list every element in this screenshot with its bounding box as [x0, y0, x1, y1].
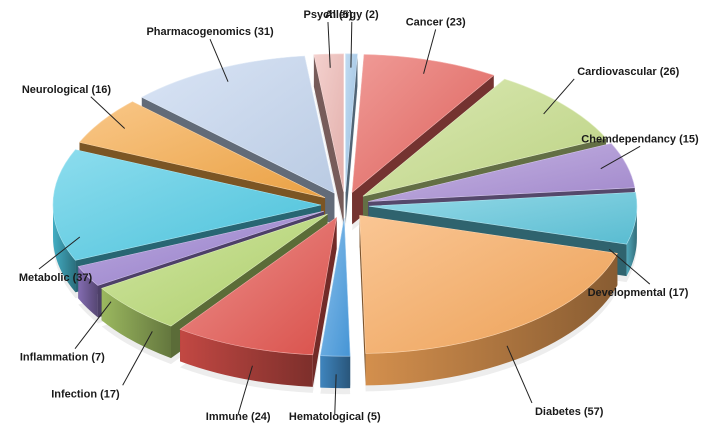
- slice-top: [351, 54, 495, 194]
- slice-psych: [313, 53, 344, 224]
- slice-wall: [313, 54, 344, 224]
- slice-labels: Allergy (2) Cancer (23) Cardiovascular (26…: [19, 9, 699, 423]
- slice-label-cancer: Cancer (23): [406, 16, 466, 28]
- slice-top: [313, 53, 344, 192]
- leader-line-cardiovascular: [543, 78, 575, 115]
- slice-side: [78, 266, 98, 318]
- leader-line-diabetes: [506, 345, 533, 404]
- slice-label-immune: Immune (24): [206, 411, 271, 423]
- slice-label-cardiovascular: Cardiovascular (26): [577, 66, 679, 78]
- slice-top: [141, 55, 335, 194]
- leader-line-neurological: [90, 96, 126, 129]
- slice-label-inflammation: Inflammation (7): [20, 352, 105, 364]
- slice-label-pharmacogenomics: Pharmacogenomics (31): [146, 26, 273, 38]
- slice-side: [365, 253, 618, 386]
- leader-line-immune: [237, 365, 253, 415]
- slice-wall: [345, 53, 358, 224]
- slice-top: [52, 149, 322, 261]
- slice-side: [101, 288, 172, 359]
- slice-top: [78, 101, 326, 198]
- leader-line-psych: [327, 22, 331, 68]
- slice-label-metabolic: Metabolic (37): [19, 272, 93, 284]
- slice-wall: [312, 217, 337, 387]
- leader-line-infection: [122, 331, 153, 386]
- slice-label-chemdependancy: Chemdependancy (15): [581, 133, 699, 145]
- slice-label-neurological: Neurological (16): [22, 84, 112, 96]
- leader-line-inflammation: [74, 301, 112, 349]
- slice-wall: [359, 215, 366, 386]
- slice-top: [179, 216, 338, 356]
- slice-top: [359, 215, 618, 354]
- leader-line-developmental: [608, 248, 651, 285]
- leader-line-allergy: [350, 21, 353, 68]
- slice-side: [626, 206, 637, 277]
- slice-top: [319, 218, 351, 357]
- slice-diabetes: [359, 215, 618, 386]
- slice-allergy: [345, 53, 358, 224]
- pie-slices: [52, 53, 638, 389]
- leader-line-chemdependancy: [600, 145, 641, 170]
- slice-hematological: [319, 218, 351, 389]
- slice-side: [320, 355, 351, 389]
- slice-label-developmental: Developmental (17): [588, 287, 689, 299]
- leader-line-hematological: [334, 374, 337, 415]
- slice-label-allergy: Allergy (2): [325, 9, 379, 21]
- slice-label-hematological: Hematological (5): [289, 411, 381, 423]
- leader-line-cancer: [423, 29, 437, 74]
- slice-label-infection: Infection (17): [51, 388, 120, 400]
- slice-top: [368, 143, 636, 202]
- leader-line-metabolic: [38, 236, 81, 270]
- leader-lines: [38, 21, 651, 415]
- slice-immune: [179, 216, 338, 387]
- leader-line-pharmacogenomics: [209, 38, 229, 82]
- slice-top: [362, 78, 607, 197]
- slice-top: [77, 210, 324, 286]
- slice-label-psych: Psych (5): [304, 9, 353, 21]
- slice-side: [180, 329, 313, 387]
- slice-label-diabetes: Diabetes (57): [535, 406, 604, 418]
- slice-top: [101, 213, 328, 327]
- slice-top: [368, 192, 638, 245]
